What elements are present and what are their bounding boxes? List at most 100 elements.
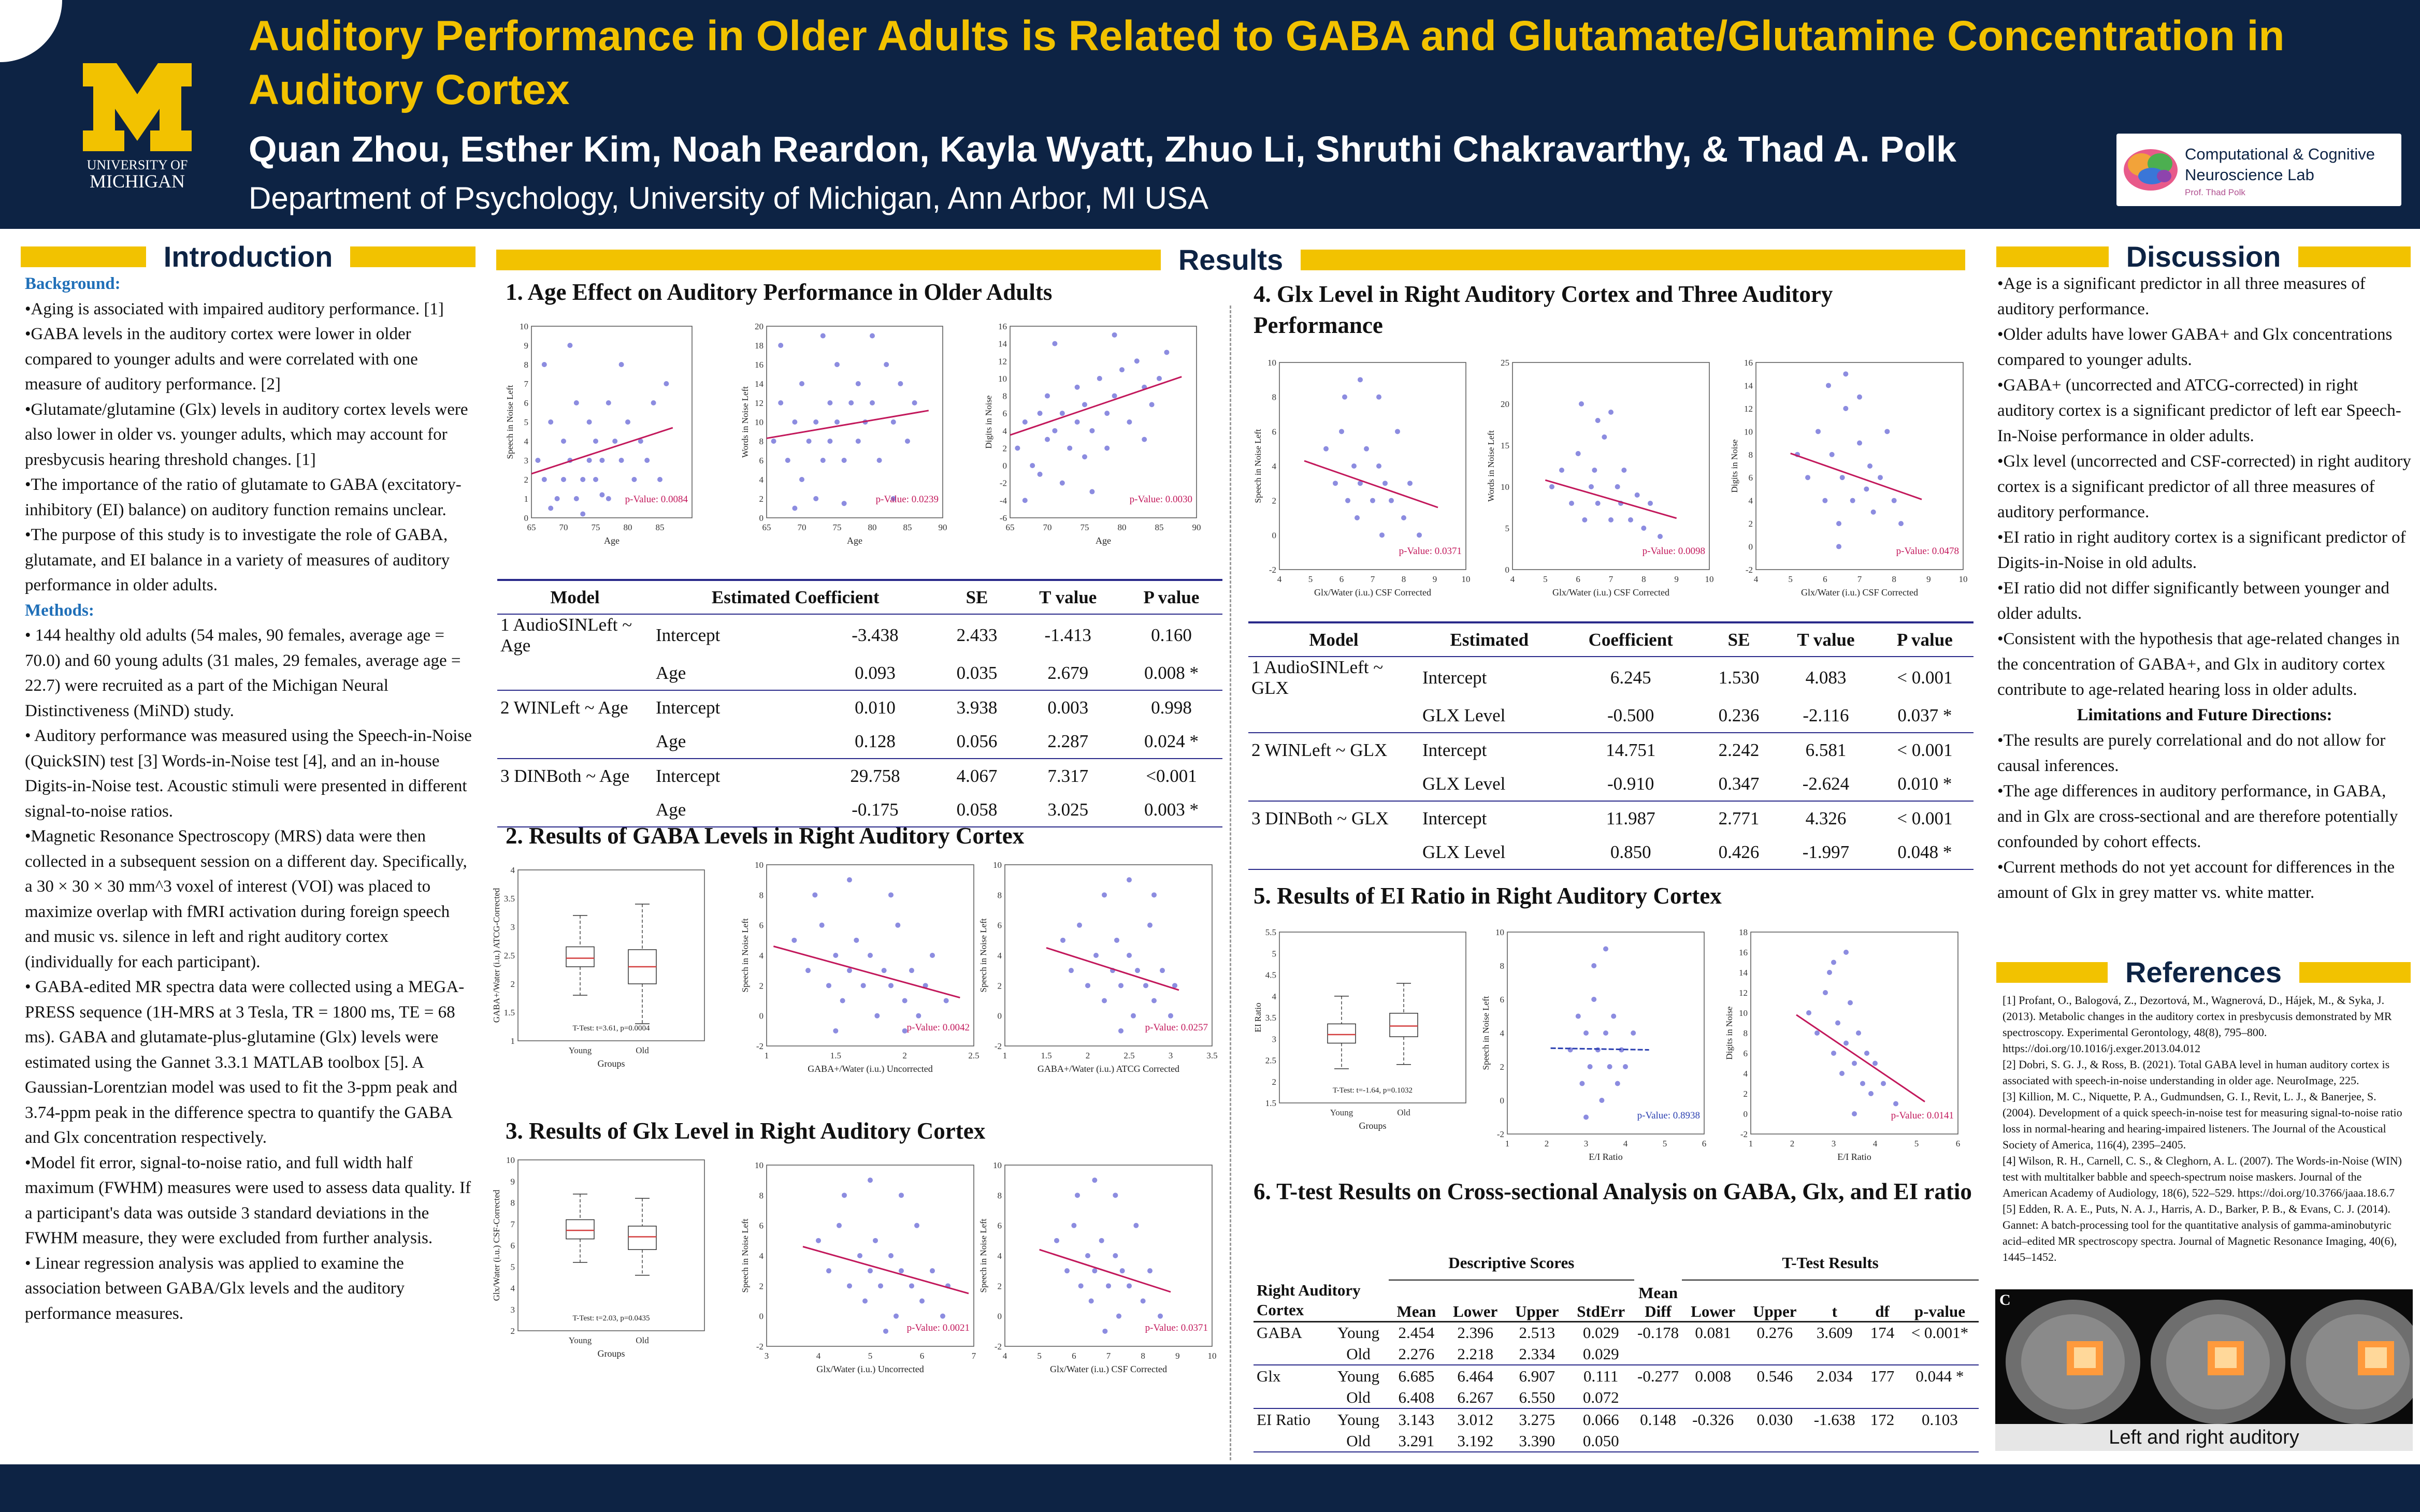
scatter-point xyxy=(1093,953,1099,958)
y-axis-label: Speech in Noise Left xyxy=(1254,429,1263,503)
table-cell: Age xyxy=(656,662,686,683)
y-tick-label: 0 xyxy=(1744,1109,1748,1119)
scatter-point xyxy=(813,496,819,501)
scatter-point xyxy=(561,477,566,482)
scatter-point xyxy=(870,333,875,339)
table-cell: 7.317 xyxy=(1047,765,1089,786)
brain-mri-image: C xyxy=(1995,1289,2420,1424)
y-tick-label: 20 xyxy=(1501,399,1509,409)
table-cell xyxy=(1682,1387,1744,1408)
scatter-point xyxy=(1059,411,1065,416)
scatter-point xyxy=(1118,1028,1123,1034)
y-tick-label: 8 xyxy=(1500,961,1505,971)
scatter-point xyxy=(868,953,873,958)
discussion-body: •Age is a significant predictor in all t… xyxy=(1997,271,2412,906)
scatter-point xyxy=(919,1298,925,1304)
x-tick-label: 10 xyxy=(1462,574,1471,584)
table-header: Lower xyxy=(1691,1302,1736,1320)
y-tick-label: 5.5 xyxy=(1265,927,1276,937)
p-value-label: p-Value: 0.0098 xyxy=(1643,546,1705,557)
table-cell: -1.413 xyxy=(1044,625,1091,645)
poster-title: Auditory Performance in Older Adults is … xyxy=(249,12,2285,113)
table-group-row: Descriptive Scores T-Test Results xyxy=(1254,1246,1979,1281)
y-tick-label: -6 xyxy=(1000,513,1007,523)
x-tick-label: 7 xyxy=(1106,1351,1111,1361)
table-cell: 3.143 xyxy=(1398,1410,1435,1429)
y-tick-label: 4 xyxy=(1749,496,1753,506)
poster-affiliation: Department of Psychology, University of … xyxy=(249,181,1209,215)
scatter-point xyxy=(1358,377,1363,383)
table-cell: 6.550 xyxy=(1519,1388,1555,1406)
table-cell: 0.066 xyxy=(1582,1410,1619,1429)
y-tick-label: 10 xyxy=(1739,1008,1748,1018)
scatter-point xyxy=(1099,1238,1104,1243)
scatter-point xyxy=(873,1238,878,1243)
y-tick-label: 10 xyxy=(993,860,1002,870)
scatter-point xyxy=(1816,429,1821,434)
table-cell: 0.148 xyxy=(1640,1410,1676,1429)
scatter-point xyxy=(1339,429,1344,434)
y-tick-label: -2 xyxy=(1497,1129,1504,1139)
scatter-point xyxy=(573,496,579,501)
scatter-point xyxy=(1045,393,1050,399)
scatter-point xyxy=(914,1223,919,1228)
discussion-point: •Glx level (uncorrected and CSF-correcte… xyxy=(1997,452,2411,521)
y-tick-label: 5 xyxy=(511,1262,515,1272)
scatter-point xyxy=(778,400,784,405)
x-tick-label: 10 xyxy=(1208,1351,1217,1361)
table-header-row: Model Estimated Coefficient SE T value P… xyxy=(1248,622,1974,657)
lab-name-line2: Neuroscience Lab xyxy=(2185,166,2314,184)
table-cell: 4.083 xyxy=(1805,667,1847,688)
scatter-point xyxy=(923,983,928,988)
table-cell: Young xyxy=(1337,1366,1380,1385)
y-axis-label: Words in Noise Left xyxy=(741,386,750,458)
scatter-point xyxy=(1867,463,1872,469)
x-tick-label: 4 xyxy=(1510,574,1515,584)
section-5-title: 5. Results of EI Ratio in Right Auditory… xyxy=(1254,883,1722,909)
results-heading-bar: Results xyxy=(496,243,1965,276)
table-row: 3 DINBoth ~ Age Intercept 29.758 4.067 7.317… xyxy=(497,759,1222,793)
x-tick-label: Young xyxy=(569,1045,592,1055)
table-header: StdErr xyxy=(1577,1302,1625,1320)
fit-line xyxy=(1010,376,1182,436)
scatter-point xyxy=(1074,419,1080,425)
scatter-point xyxy=(883,1328,888,1334)
table-cell: 2 WINLeft ~ GLX xyxy=(1251,739,1388,760)
x-tick-label: 85 xyxy=(1155,522,1164,532)
table-cell: -2.624 xyxy=(1802,773,1850,794)
ttest-annotation: T-Test: t=2.03, p=0.0435 xyxy=(572,1314,650,1322)
discussion-point: •EI ratio in right auditory cortex is a … xyxy=(1997,528,2406,572)
background-point: •Glutamate/glutamine (Glx) levels in aud… xyxy=(25,400,468,469)
table-cell: -3.438 xyxy=(852,625,899,645)
scatter-point xyxy=(1881,1081,1886,1086)
table-cell: Young xyxy=(1337,1410,1380,1429)
table-cell: 1 AudioSINLeft ~ GLX xyxy=(1251,657,1384,698)
table-cell: 0.048 * xyxy=(1897,841,1952,862)
table-cell: 6.581 xyxy=(1805,739,1847,760)
scatter-point xyxy=(1836,521,1841,527)
y-tick-label: 8 xyxy=(1003,391,1007,401)
y-tick-label: 10 xyxy=(993,1160,1002,1170)
table-row: 3 DINBoth ~ GLX Intercept 11.987 2.771 4.326… xyxy=(1248,801,1974,835)
plot-area xyxy=(1010,326,1197,518)
scatter-point xyxy=(1140,1298,1146,1304)
scatter-point xyxy=(1104,411,1110,416)
scatter-point xyxy=(1370,498,1375,503)
y-tick-label: 3 xyxy=(511,922,515,932)
scatter-point xyxy=(826,1268,831,1274)
y-tick-label: 2 xyxy=(759,981,764,991)
table-cell: -1.638 xyxy=(1813,1410,1855,1429)
y-tick-label: 3 xyxy=(511,1305,515,1315)
plot-area xyxy=(517,1159,705,1331)
scatter-point xyxy=(1595,418,1601,423)
y-tick-label: 2 xyxy=(1749,519,1753,529)
scatter-point xyxy=(664,381,669,386)
scatter-point xyxy=(1860,1081,1865,1086)
table-cell: < 0.001 xyxy=(1897,808,1953,828)
x-axis-label: Glx/Water (i.u.) CSF Corrected xyxy=(1801,587,1918,598)
scatter-point xyxy=(894,1313,899,1319)
scatter-point xyxy=(827,400,833,405)
table-cell: 0.008 * xyxy=(1144,662,1199,683)
y-tick-label: 9 xyxy=(524,341,529,351)
x-tick-label: 3 xyxy=(1584,1139,1589,1148)
